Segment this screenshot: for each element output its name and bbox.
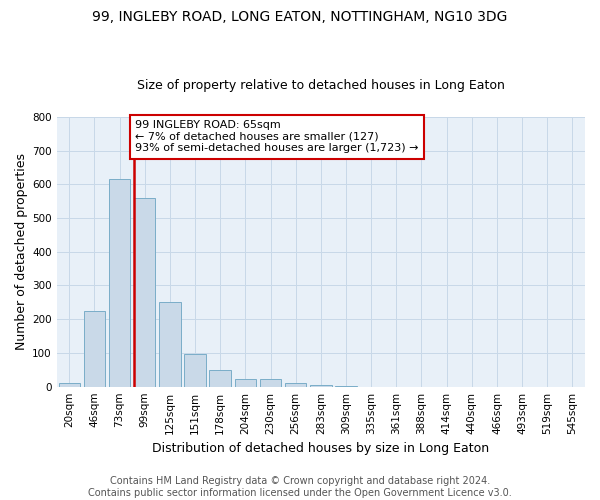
Text: 99 INGLEBY ROAD: 65sqm
← 7% of detached houses are smaller (127)
93% of semi-det: 99 INGLEBY ROAD: 65sqm ← 7% of detached … [135,120,419,154]
Bar [159,302,181,386]
Bar [285,384,307,386]
Y-axis label: Number of detached properties: Number of detached properties [15,153,28,350]
Bar [59,384,80,386]
Title: Size of property relative to detached houses in Long Eaton: Size of property relative to detached ho… [137,79,505,92]
Bar [184,354,206,386]
X-axis label: Distribution of detached houses by size in Long Eaton: Distribution of detached houses by size … [152,442,490,455]
Bar [109,179,130,386]
Text: 99, INGLEBY ROAD, LONG EATON, NOTTINGHAM, NG10 3DG: 99, INGLEBY ROAD, LONG EATON, NOTTINGHAM… [92,10,508,24]
Bar [134,198,155,386]
Bar [209,370,231,386]
Bar [310,385,332,386]
Bar [235,380,256,386]
Text: Contains HM Land Registry data © Crown copyright and database right 2024.
Contai: Contains HM Land Registry data © Crown c… [88,476,512,498]
Bar [260,380,281,386]
Bar [83,311,105,386]
